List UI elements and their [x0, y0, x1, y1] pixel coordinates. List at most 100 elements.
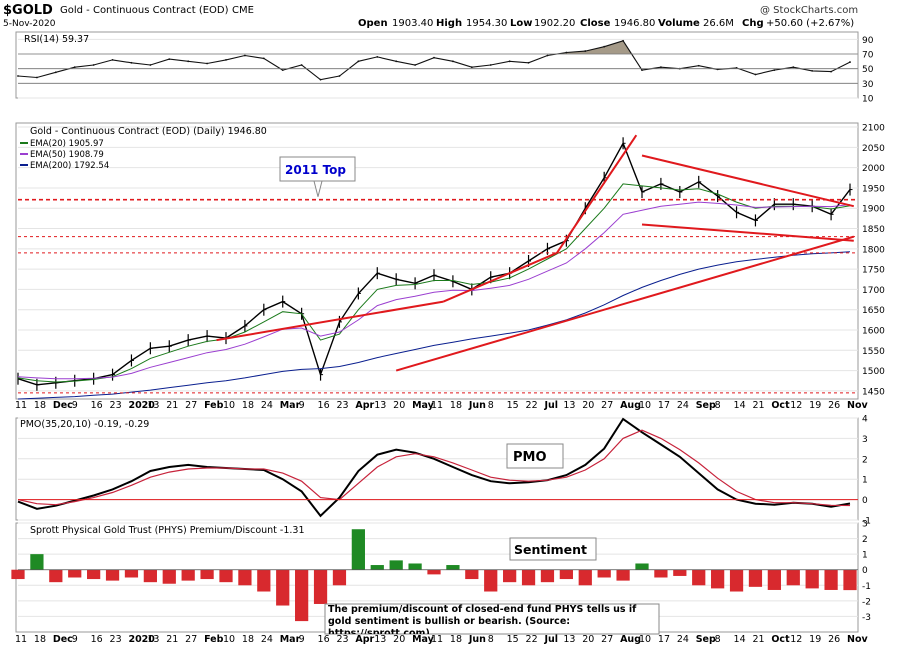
source-note: The premium/discount of closed-end fund …	[328, 604, 637, 634]
x-tick-label: 23	[110, 400, 122, 411]
rsi-point	[92, 64, 95, 66]
x-tick-label: 8	[715, 634, 721, 645]
x-tick-label: 9	[72, 400, 78, 411]
x-tick-label: 9	[72, 634, 78, 645]
y-tick-label: 1750	[862, 266, 885, 276]
rsi-point	[546, 54, 549, 57]
y-tick-label: 0	[862, 566, 868, 576]
x-tick-label: 20	[582, 400, 594, 411]
x-tick-label: 13	[374, 400, 386, 411]
premium-bar	[30, 554, 44, 570]
rsi-point	[149, 64, 152, 66]
trendline	[641, 223, 854, 242]
x-tick-label: 9	[299, 400, 305, 411]
rsi-point	[17, 75, 19, 77]
premium-bar	[465, 569, 479, 580]
rsi-point	[414, 64, 416, 66]
x-tick-label: 20	[582, 634, 594, 645]
premium-bar	[597, 569, 611, 578]
y-tick-label: 1600	[862, 327, 885, 337]
x-tick-label: Aug	[620, 634, 641, 645]
rsi-point	[319, 78, 322, 81]
y-tick-label: 1800	[862, 245, 885, 255]
premium-bar	[257, 569, 271, 592]
premium-bar	[711, 569, 725, 589]
x-tick-label: 10	[639, 634, 651, 645]
x-tick-label: 27	[601, 400, 613, 411]
rsi-point	[376, 56, 379, 58]
chg-value: +50.60 (+2.67%)	[766, 18, 854, 29]
premium-bar	[68, 569, 82, 578]
rsi-point	[508, 60, 511, 63]
x-tick-label: Apr	[355, 400, 374, 411]
rsi-point	[754, 73, 757, 76]
premium-bar	[503, 569, 517, 583]
ema20-line	[17, 183, 851, 383]
x-tick-label: 8	[715, 400, 721, 411]
x-tick-label: 18	[242, 400, 254, 411]
premium-bar	[484, 569, 498, 592]
y-tick-label: 1	[862, 551, 868, 561]
x-tick-label: 9	[299, 634, 305, 645]
y-tick-label: 0	[862, 496, 868, 506]
x-tick-label: 17	[658, 634, 670, 645]
trendline	[216, 300, 444, 342]
rsi-point	[565, 51, 568, 54]
premium-bar	[692, 569, 706, 586]
y-tick-label: 10	[862, 95, 874, 105]
premium-title: Sprott Physical Gold Trust (PHYS) Premiu…	[30, 525, 305, 536]
rsi-point	[206, 62, 208, 65]
premium-bar	[843, 569, 857, 591]
y-tick-label: 1650	[862, 306, 885, 316]
exchange-label: CME	[232, 5, 254, 16]
premium-bar	[616, 569, 630, 581]
pmo-callout-box	[506, 443, 564, 469]
rsi-point	[641, 69, 643, 72]
low-label: Low	[510, 18, 532, 29]
premium-bar	[673, 569, 687, 576]
x-tick-label: May	[412, 400, 435, 411]
rsi-point	[830, 70, 832, 73]
x-tick-label: 2020	[128, 634, 155, 645]
premium-bar	[200, 569, 214, 580]
price-panel-title: Gold - Continuous Contract (EOD) (Daily)…	[30, 126, 267, 137]
x-tick-label: 14	[734, 400, 746, 411]
x-tick-label: 21	[166, 400, 178, 411]
volume-value: 26.6M	[703, 18, 734, 29]
chart-date: 5-Nov-2020	[3, 19, 56, 29]
y-tick-label: 50	[862, 65, 874, 75]
x-tick-label: 8	[488, 400, 494, 411]
callout-2011-top-pointer	[313, 180, 323, 197]
premium-bar	[786, 569, 800, 586]
premium-bar	[11, 569, 25, 580]
panel-frame-rsi	[15, 31, 859, 99]
x-tick-label: Jul	[543, 634, 558, 645]
symbol-label[interactable]: $GOLD	[3, 3, 53, 18]
premium-bar	[332, 569, 347, 586]
chart-header: $GOLD Gold - Continuous Contract (EOD) C…	[3, 3, 858, 29]
rsi-line	[17, 40, 851, 81]
x-tick-label: 23	[336, 400, 348, 411]
x-tick-label: 18	[34, 634, 46, 645]
sentiment-callout: Sentiment	[514, 542, 587, 557]
rsi-point	[73, 66, 76, 69]
x-tick-label: Dec	[53, 400, 73, 411]
y-tick-label: 1500	[862, 367, 885, 377]
x-tick-label: 13	[374, 634, 386, 645]
rsi-point	[54, 71, 57, 74]
x-tick-label: 13	[563, 634, 575, 645]
x-tick-label: Aug	[620, 400, 641, 411]
y-tick-label: 1900	[862, 205, 885, 215]
rsi-point	[811, 69, 814, 72]
x-tick-label: 26	[828, 634, 840, 645]
x-tick-label: 2020	[128, 400, 155, 411]
instrument-name: Gold - Continuous Contract (EOD)	[60, 5, 229, 16]
x-tick-label: 26	[828, 400, 840, 411]
y-tick-label: 30	[862, 80, 874, 90]
premium-bar	[295, 569, 309, 622]
rsi-point	[489, 64, 492, 66]
x-tick-label: 12	[790, 400, 802, 411]
rsi-point	[338, 75, 341, 77]
premium-bar	[162, 569, 176, 584]
premium-bar	[805, 569, 819, 589]
